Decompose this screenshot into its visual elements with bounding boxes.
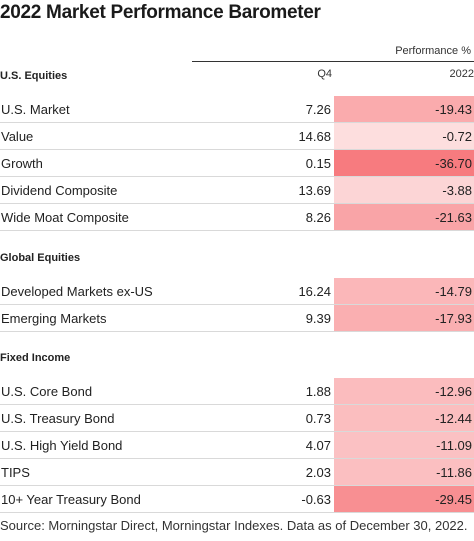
row-label: Growth — [1, 156, 43, 171]
year-2022-value: -11.86 — [334, 459, 474, 485]
row-label: Value — [1, 129, 34, 144]
row-label: Developed Markets ex-US — [1, 284, 153, 299]
year-2022-value: -14.79 — [334, 278, 474, 304]
header-rule — [192, 61, 474, 62]
table-row: Wide Moat Composite 8.26 -21.63 — [0, 204, 474, 231]
year-2022-value: -12.96 — [334, 378, 474, 404]
table-row: TIPS 2.03 -11.86 — [0, 459, 474, 486]
q4-value: 0.15 — [305, 156, 331, 171]
year-2022-value: -21.63 — [334, 204, 474, 230]
q4-value: 2.03 — [305, 465, 331, 480]
year-2022-value: -17.93 — [334, 305, 474, 331]
section-label: Fixed Income — [0, 352, 71, 364]
q4-value: 14.68 — [298, 129, 331, 144]
q4-value: 1.88 — [305, 384, 331, 399]
chart-title: 2022 Market Performance Barometer — [0, 2, 321, 23]
row-label: Emerging Markets — [1, 311, 107, 326]
source-note: Source: Morningstar Direct, Morningstar … — [0, 518, 468, 533]
table-row: U.S. High Yield Bond 4.07 -11.09 — [0, 432, 474, 459]
table-row: U.S. Treasury Bond 0.73 -12.44 — [0, 405, 474, 432]
row-label: U.S. Treasury Bond — [1, 411, 115, 426]
q4-value: 13.69 — [298, 183, 331, 198]
row-label: Wide Moat Composite — [1, 210, 129, 225]
row-label: U.S. Market — [1, 102, 70, 117]
q4-value: 4.07 — [305, 438, 331, 453]
q4-value: 16.24 — [298, 284, 331, 299]
row-label: U.S. Core Bond — [1, 384, 93, 399]
column-header-q4: Q4 — [317, 68, 332, 80]
section-label: U.S. Equities — [0, 70, 68, 82]
column-header-2022: 2022 — [449, 68, 474, 80]
row-label: U.S. High Yield Bond — [1, 438, 123, 453]
year-2022-value: -19.43 — [334, 96, 474, 122]
row-label: 10+ Year Treasury Bond — [1, 492, 141, 507]
year-2022-value: -11.09 — [334, 432, 474, 458]
table-row: Developed Markets ex-US 16.24 -14.79 — [0, 278, 474, 305]
table-row: Emerging Markets 9.39 -17.93 — [0, 305, 474, 332]
year-2022-value: -3.88 — [334, 177, 474, 203]
table-row: U.S. Core Bond 1.88 -12.96 — [0, 378, 474, 405]
row-label: Dividend Composite — [1, 183, 118, 198]
q4-value: 0.73 — [305, 411, 331, 426]
year-2022-value: -29.45 — [334, 486, 474, 512]
q4-value: 7.26 — [305, 102, 331, 117]
year-2022-value: -36.70 — [334, 150, 474, 176]
row-label: TIPS — [1, 465, 30, 480]
table-row: 10+ Year Treasury Bond -0.63 -29.45 — [0, 486, 474, 513]
table-row: U.S. Market 7.26 -19.43 — [0, 96, 474, 123]
q4-value: -0.63 — [301, 492, 331, 507]
table-row: Dividend Composite 13.69 -3.88 — [0, 177, 474, 204]
q4-value: 9.39 — [305, 311, 331, 326]
year-2022-value: -12.44 — [334, 405, 474, 431]
q4-value: 8.26 — [305, 210, 331, 225]
section-label: Global Equities — [0, 252, 81, 264]
performance-header: Performance % — [395, 45, 471, 57]
table-row: Growth 0.15 -36.70 — [0, 150, 474, 177]
table-row: Value 14.68 -0.72 — [0, 123, 474, 150]
year-2022-value: -0.72 — [334, 123, 474, 149]
